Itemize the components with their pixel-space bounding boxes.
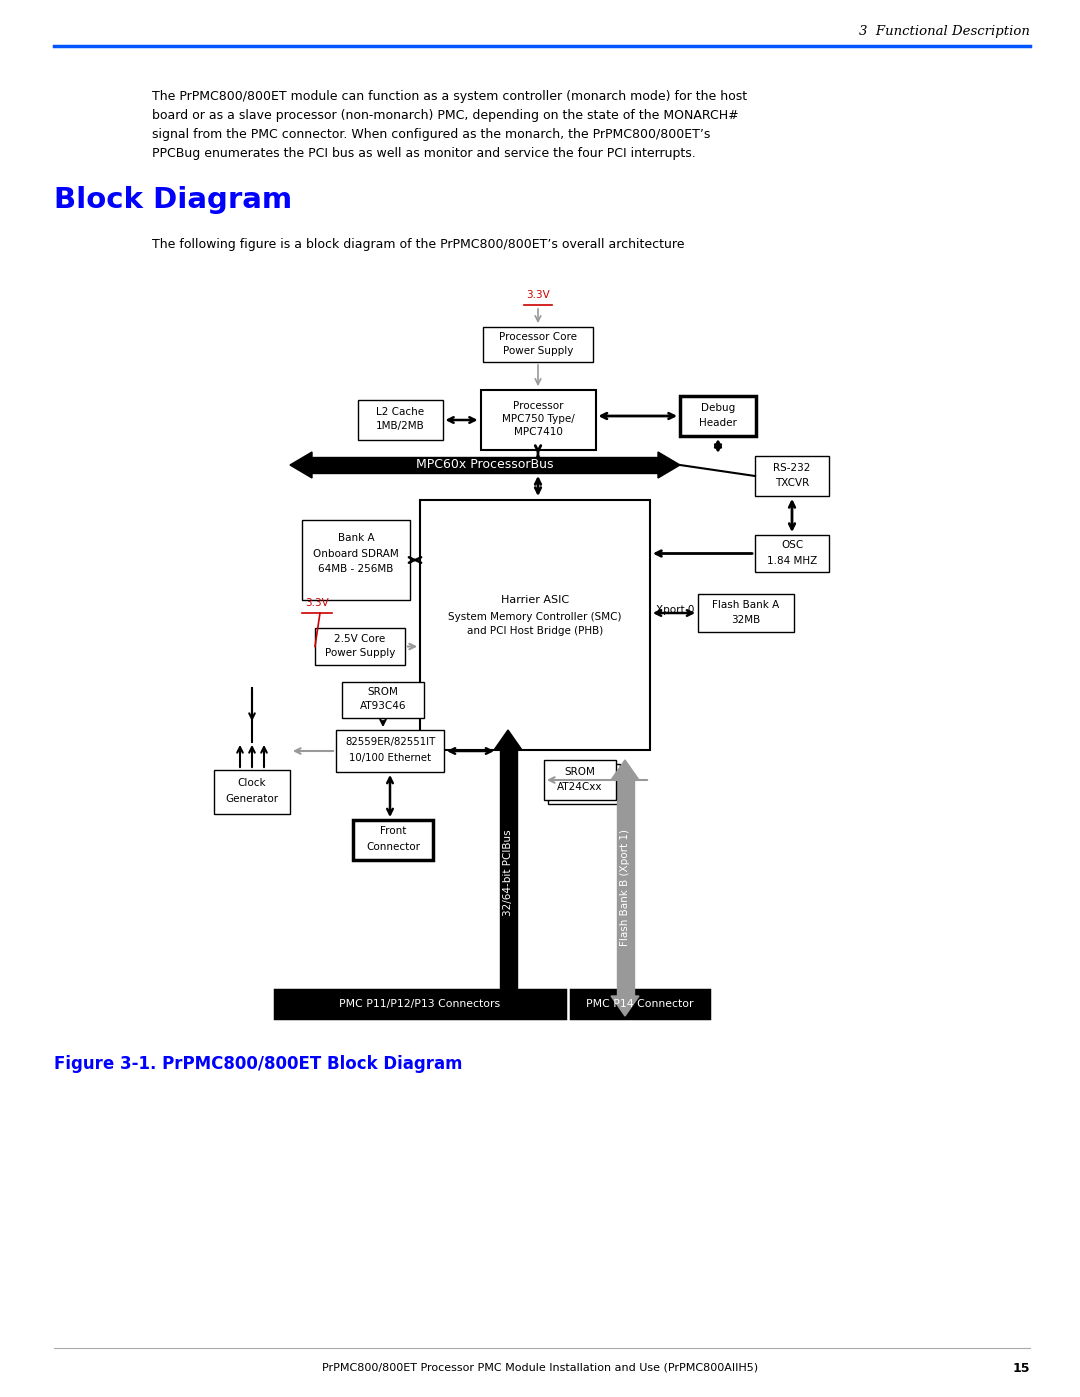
Bar <box>275 990 565 1018</box>
Text: 10/100 Ethernet: 10/100 Ethernet <box>349 753 431 763</box>
Text: 64MB - 256MB: 64MB - 256MB <box>319 564 394 574</box>
Text: 3.3V: 3.3V <box>305 598 328 608</box>
Text: 3.3V: 3.3V <box>526 291 550 300</box>
Text: MPC7410: MPC7410 <box>514 427 563 437</box>
Text: Flash Bank B (Xport 1): Flash Bank B (Xport 1) <box>620 830 630 947</box>
Text: The PrPMC800/800ET module can function as a system controller (monarch mode) for: The PrPMC800/800ET module can function a… <box>152 89 747 103</box>
Text: PrPMC800/800ET Processor PMC Module Installation and Use (PrPMC800AIIH5): PrPMC800/800ET Processor PMC Module Inst… <box>322 1362 758 1372</box>
Text: Figure 3-1. PrPMC800/800ET Block Diagram: Figure 3-1. PrPMC800/800ET Block Diagram <box>54 1055 462 1073</box>
Text: PPCBug enumerates the PCI bus as well as monitor and service the four PCI interr: PPCBug enumerates the PCI bus as well as… <box>152 147 696 161</box>
Text: signal from the PMC connector. When configured as the monarch, the PrPMC800/800E: signal from the PMC connector. When conf… <box>152 129 711 141</box>
Text: Generator: Generator <box>226 793 279 805</box>
FancyArrow shape <box>611 760 639 780</box>
Bar <box>214 770 291 814</box>
Bar <box>571 990 708 1018</box>
Text: 1MB/2MB: 1MB/2MB <box>376 420 424 432</box>
Bar <box>312 457 658 474</box>
Bar <box>617 780 634 996</box>
Text: Flash Bank A: Flash Bank A <box>713 599 780 610</box>
Text: PMC P11/P12/P13 Connectors: PMC P11/P12/P13 Connectors <box>339 999 500 1009</box>
Text: Processor: Processor <box>513 401 564 411</box>
FancyArrow shape <box>494 996 522 1016</box>
Text: Connector: Connector <box>366 842 420 852</box>
Bar <box>755 535 829 571</box>
Text: The following figure is a block diagram of the PrPMC800/800ET’s overall architec: The following figure is a block diagram … <box>152 237 685 251</box>
Text: AT24Cxx: AT24Cxx <box>557 782 603 792</box>
Bar <box>336 731 444 773</box>
Text: and PCI Host Bridge (PHB): and PCI Host Bridge (PHB) <box>467 626 603 636</box>
Bar <box>302 520 410 599</box>
Text: AT93C46: AT93C46 <box>360 701 406 711</box>
Bar <box>353 820 433 861</box>
Text: Power Supply: Power Supply <box>325 648 395 658</box>
Text: 15: 15 <box>1013 1362 1030 1375</box>
Bar <box>420 500 650 750</box>
Bar <box>755 455 829 496</box>
FancyArrow shape <box>494 731 522 750</box>
Text: 1.84 MHZ: 1.84 MHZ <box>767 556 818 566</box>
FancyArrow shape <box>291 453 312 478</box>
Text: PMC P14 Connector: PMC P14 Connector <box>586 999 693 1009</box>
FancyArrow shape <box>611 996 639 1016</box>
Bar <box>680 395 756 436</box>
Text: SROM: SROM <box>367 687 399 697</box>
Bar <box>357 400 443 440</box>
Bar <box>481 390 595 450</box>
FancyArrow shape <box>658 453 680 478</box>
Bar <box>544 760 616 800</box>
Text: 2.5V Core: 2.5V Core <box>335 633 386 644</box>
Text: Onboard SDRAM: Onboard SDRAM <box>313 549 399 559</box>
Text: 32MB: 32MB <box>731 615 760 624</box>
Text: Xport 0: Xport 0 <box>656 605 694 615</box>
Text: Power Supply: Power Supply <box>503 346 573 356</box>
Bar <box>698 594 794 631</box>
Bar <box>483 327 593 362</box>
Text: board or as a slave processor (non-monarch) PMC, depending on the state of the M: board or as a slave processor (non-monar… <box>152 109 739 122</box>
Bar <box>342 682 424 718</box>
Text: Debug: Debug <box>701 402 735 414</box>
Text: System Memory Controller (SMC): System Memory Controller (SMC) <box>448 612 622 622</box>
Text: Block Diagram: Block Diagram <box>54 186 292 214</box>
Bar <box>499 750 516 996</box>
Text: MPC60x ProcessorBus: MPC60x ProcessorBus <box>416 458 554 472</box>
Text: Bank A: Bank A <box>338 534 375 543</box>
Text: MPC750 Type/: MPC750 Type/ <box>501 414 575 425</box>
Text: Processor Core: Processor Core <box>499 332 577 342</box>
Text: TXCVR: TXCVR <box>774 478 809 488</box>
Text: 32/64-bit PCIBus: 32/64-bit PCIBus <box>503 830 513 916</box>
Text: OSC: OSC <box>781 541 804 550</box>
Text: 3  Functional Description: 3 Functional Description <box>859 25 1030 39</box>
Bar <box>315 629 405 665</box>
Text: L2 Cache: L2 Cache <box>376 407 424 416</box>
Text: Header: Header <box>699 418 737 427</box>
Text: SROM: SROM <box>565 767 595 777</box>
Text: Harrier ASIC: Harrier ASIC <box>501 595 569 605</box>
Text: Front: Front <box>380 826 406 835</box>
Text: Clock: Clock <box>238 778 267 788</box>
Bar <box>548 764 620 805</box>
Text: 82559ER/82551IT: 82559ER/82551IT <box>345 738 435 747</box>
Text: RS-232: RS-232 <box>773 462 811 474</box>
